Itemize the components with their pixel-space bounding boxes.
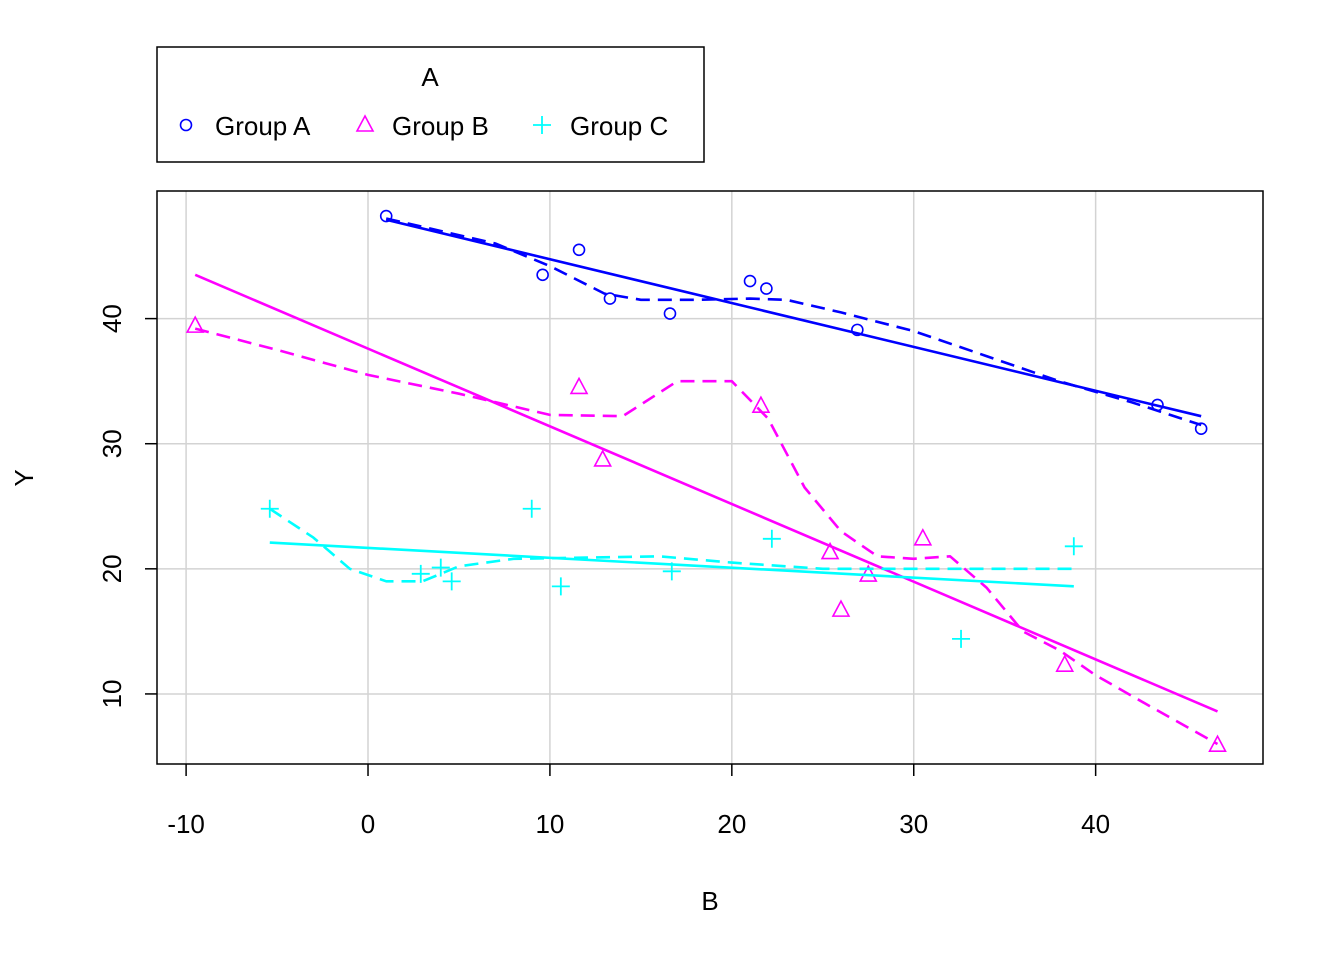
data-point-group-a — [572, 243, 586, 257]
y-tick-label: 10 — [97, 679, 127, 708]
x-tick-label: 40 — [1081, 809, 1110, 839]
plot-frame — [156, 190, 1264, 765]
x-axis: -10 0 10 20 30 40 — [167, 764, 1110, 839]
data-point-group-c — [662, 562, 681, 581]
legend-marker-group-b-icon — [355, 114, 375, 132]
data-point-group-a — [851, 323, 864, 337]
data-point-group-a — [603, 292, 617, 305]
legend: A Group A Group B Group C — [156, 46, 705, 163]
data-point-group-b — [858, 564, 878, 582]
data-point-group-c — [442, 572, 461, 591]
data-point-group-a — [743, 274, 757, 288]
x-axis-label: B — [701, 886, 718, 916]
data-point-group-a — [760, 282, 773, 295]
fit-line-group-b — [194, 273, 1219, 713]
data-point-group-b — [820, 541, 840, 560]
data-point-group-b — [1055, 654, 1075, 672]
data-point-group-b — [831, 599, 851, 617]
legend-marker-group-a-icon — [179, 118, 193, 132]
smooth-line-group-a — [385, 217, 1202, 427]
y-axis-label: Y — [9, 469, 39, 486]
data-point-group-c — [260, 499, 279, 518]
x-tick-label: 10 — [535, 809, 564, 839]
data-point-group-b — [913, 528, 933, 546]
y-tick-label: 20 — [97, 554, 127, 583]
data-point-group-c — [1064, 537, 1083, 556]
legend-item-group-b: Group B — [355, 111, 489, 141]
data-point-group-c — [551, 577, 570, 596]
smooth-line-group-b — [194, 327, 1219, 746]
data-point-group-c — [431, 558, 450, 577]
x-tick-label: 0 — [361, 809, 375, 839]
x-tick-label: 30 — [899, 809, 928, 839]
data-point-group-b — [593, 449, 613, 467]
data-point-group-b — [185, 315, 205, 333]
data-point-group-b — [751, 395, 771, 413]
series-layer — [185, 209, 1227, 753]
data-point-group-c — [952, 629, 971, 648]
data-point-group-a — [1194, 422, 1208, 436]
data-point-group-a — [663, 307, 677, 320]
series-group-c — [260, 499, 1083, 648]
y-tick-label: 40 — [97, 304, 127, 333]
data-point-group-b — [1208, 734, 1227, 753]
data-point-group-a — [1151, 398, 1164, 412]
data-point-group-b — [569, 376, 589, 395]
legend-marker-group-c-icon — [533, 116, 551, 134]
legend-label-group-b: Group B — [392, 111, 489, 141]
data-point-group-a — [536, 268, 549, 282]
legend-label-group-a: Group A — [215, 111, 311, 141]
data-point-group-c — [762, 529, 781, 548]
grid — [157, 191, 1263, 764]
x-tick-label: 20 — [717, 809, 746, 839]
legend-box — [156, 46, 705, 163]
y-axis: 10 20 30 40 — [97, 304, 157, 708]
data-point-group-c — [411, 564, 430, 583]
legend-title: A — [421, 62, 439, 92]
y-tick-label: 30 — [97, 429, 127, 458]
x-tick-label: -10 — [167, 809, 205, 839]
data-point-group-a — [379, 209, 393, 223]
series-group-a — [379, 209, 1208, 436]
legend-item-group-a: Group A — [179, 111, 311, 141]
legend-item-group-c: Group C — [533, 111, 668, 141]
series-group-b — [185, 273, 1227, 753]
data-point-group-c — [522, 499, 541, 518]
legend-label-group-c: Group C — [570, 111, 668, 141]
